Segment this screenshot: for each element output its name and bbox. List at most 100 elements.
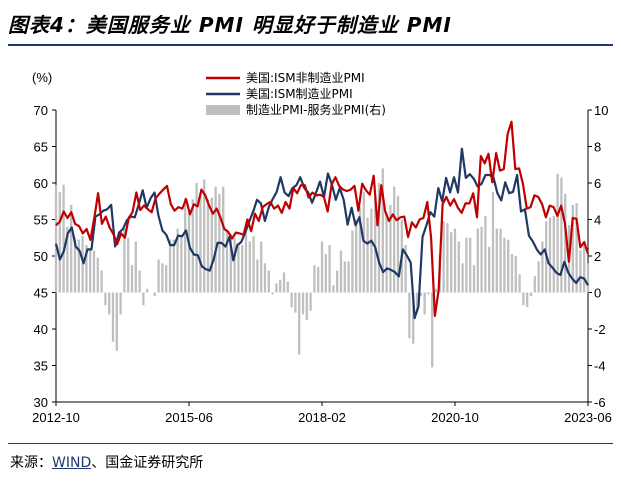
legend-bar-swatch <box>206 105 240 115</box>
y-tick-label: 70 <box>34 103 48 118</box>
y-tick-label: 55 <box>34 213 48 228</box>
y-tick-label: 50 <box>34 249 48 264</box>
diff-bar <box>499 228 502 293</box>
figure-title: 图表4：美国服务业 PMI 明显好于制造业 PMI <box>8 13 452 37</box>
diff-bar <box>518 274 521 293</box>
legend-label: 美国:ISM制造业PMI <box>246 87 353 101</box>
diff-bar <box>111 292 115 342</box>
diff-bar <box>332 285 335 293</box>
diff-bar <box>575 203 578 293</box>
diff-bar <box>176 228 179 293</box>
diff-bar <box>195 183 198 293</box>
diff-bar <box>206 199 210 293</box>
diff-bar <box>153 292 156 297</box>
diff-bar <box>537 261 540 293</box>
diff-bar <box>507 239 510 293</box>
diff-bar <box>309 292 312 311</box>
y-axis-unit-label: (%) <box>32 70 52 85</box>
diff-bar <box>408 292 411 339</box>
x-tick-label: 2023-06 <box>564 410 612 425</box>
diff-bar <box>491 192 495 293</box>
diff-bar <box>100 270 103 293</box>
diff-bar <box>290 292 293 308</box>
diff-bar <box>476 228 479 293</box>
diff-bar <box>142 292 145 306</box>
diff-bar <box>514 256 517 293</box>
diff-bar <box>374 195 377 293</box>
diff-bar <box>427 292 430 295</box>
diff-bar <box>533 276 536 293</box>
diff-bar <box>108 292 111 315</box>
diff-bar <box>222 186 225 293</box>
diff-bar <box>275 283 278 293</box>
diff-bar <box>248 241 251 293</box>
diff-bar <box>180 235 183 293</box>
diff-bar <box>313 265 316 293</box>
diff-bar <box>127 237 130 293</box>
diff-bar <box>168 239 172 293</box>
diff-bar <box>457 241 460 293</box>
diff-bar <box>336 270 339 293</box>
source-label: 来源： <box>10 455 52 471</box>
diff-bar <box>431 292 434 368</box>
x-tick-label: 2015-06 <box>165 410 213 425</box>
diff-bar <box>54 184 58 293</box>
diff-bar <box>461 263 464 293</box>
diff-bar <box>89 248 92 293</box>
diff-bar <box>548 217 552 293</box>
diff-bar <box>404 245 407 293</box>
footer-divider <box>8 443 613 444</box>
manufacturing-pmi-line <box>54 147 589 320</box>
diff-bar <box>187 212 191 293</box>
diff-bar <box>73 237 77 293</box>
diff-bar <box>469 237 472 293</box>
x-tick-label: 2020-10 <box>431 410 479 425</box>
diff-bar <box>328 245 331 293</box>
diff-bar <box>370 208 373 293</box>
diff-bar <box>263 263 267 293</box>
y-tick-label: 45 <box>34 286 48 301</box>
diff-bar <box>488 246 491 293</box>
diff-bar <box>381 168 384 293</box>
diff-bar <box>244 228 248 293</box>
diff-bar <box>104 292 107 306</box>
y-tick-label: 30 <box>34 395 48 410</box>
diff-bar <box>146 288 149 293</box>
diff-bar <box>260 241 263 293</box>
diff-bar <box>66 226 69 293</box>
source-rest: 、国金证券研究所 <box>91 455 204 471</box>
diff-bar <box>324 254 327 293</box>
diff-bar <box>571 204 574 293</box>
diff-bar <box>423 292 426 315</box>
y2-tick-label: -4 <box>594 359 606 374</box>
diff-bar <box>480 226 483 293</box>
diff-bar <box>184 197 187 293</box>
diff-bar <box>393 186 396 293</box>
diff-bar <box>214 186 217 293</box>
diff-bar <box>267 270 270 293</box>
x-tick-label: 2018-02 <box>298 410 346 425</box>
x-tick-label: 2012-10 <box>32 410 80 425</box>
title-divider <box>8 44 613 46</box>
diff-bar <box>138 270 141 293</box>
diff-bar <box>58 192 61 293</box>
source-wind-link[interactable]: WIND <box>52 455 92 471</box>
diff-bar <box>396 195 400 293</box>
diff-bar <box>453 228 457 293</box>
diff-bar <box>412 292 415 344</box>
services-pmi-line <box>55 120 590 317</box>
diff-bar <box>282 272 286 293</box>
diff-bar <box>157 259 160 293</box>
diff-bar <box>442 221 445 293</box>
diff-bar <box>541 241 544 293</box>
diff-bar <box>70 204 73 293</box>
diff-bar <box>203 179 206 293</box>
y-tick-label: 40 <box>34 322 48 337</box>
diff-bar <box>526 292 529 308</box>
diff-bar <box>172 239 175 293</box>
y-tick-label: 35 <box>34 359 48 374</box>
diff-bar <box>503 237 506 293</box>
y2-tick-label: 10 <box>594 103 608 118</box>
diff-bar <box>130 265 134 293</box>
diff-bar <box>279 279 282 293</box>
